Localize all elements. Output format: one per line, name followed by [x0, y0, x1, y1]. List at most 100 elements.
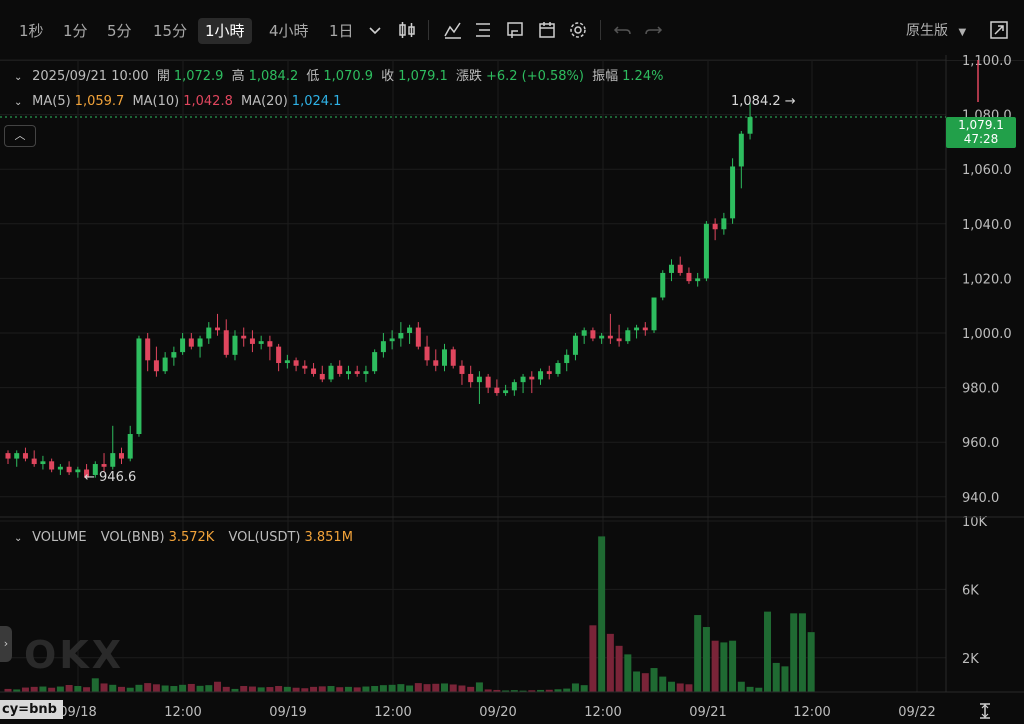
candle-body: [319, 373, 325, 380]
volume-bar: [283, 686, 291, 692]
candle-body: [686, 272, 692, 282]
candle-body: [538, 371, 544, 380]
candle-body: [84, 469, 90, 478]
volume-bar: [729, 640, 737, 692]
candle-body: [40, 461, 46, 465]
vol-bnb-value: 3.572K: [168, 530, 215, 545]
volume-bar: [537, 689, 545, 692]
volume-bar: [388, 684, 396, 692]
okx-watermark: OKX: [24, 633, 125, 677]
candle-body: [206, 327, 212, 339]
volume-bar: [21, 687, 29, 692]
volume-bar: [449, 684, 457, 692]
candle-body: [415, 327, 421, 347]
candle-type-icon[interactable]: [396, 19, 418, 41]
vol-usdt-label: VOL(USDT): [228, 530, 301, 545]
volume-bar: [519, 690, 527, 692]
volume-bar: [772, 662, 780, 692]
undo-icon[interactable]: [612, 19, 634, 41]
candle-body: [232, 335, 238, 355]
candle-body: [660, 272, 666, 298]
candle-body: [241, 335, 247, 339]
candle-body: [468, 373, 474, 383]
chevron-down-icon[interactable]: [364, 19, 386, 41]
collapse-button[interactable]: ︿: [4, 125, 36, 147]
volume-bar: [624, 654, 632, 692]
volume-bar: [344, 686, 352, 692]
current-price-tag: 1,079.1 47:28: [946, 117, 1016, 148]
chevron-down-icon[interactable]: ⌄: [14, 533, 23, 544]
timeframe-15m[interactable]: 15分: [153, 22, 188, 40]
countdown: 47:28: [963, 132, 999, 146]
volume-bar: [659, 676, 667, 692]
volume-bar: [371, 686, 379, 692]
ohlc-date: 2025/09/21 10:00: [32, 69, 149, 84]
volume-bar: [711, 640, 719, 692]
volume-bar: [685, 684, 693, 692]
candle-body: [564, 354, 570, 364]
volume-bar: [781, 666, 789, 692]
candle-body: [31, 458, 37, 465]
vol-tick-label: 10K: [962, 515, 988, 530]
candle-body: [668, 264, 674, 273]
chevron-down-icon[interactable]: ⌄: [14, 97, 23, 108]
amp-label: 振幅: [592, 69, 619, 84]
chevron-down-icon[interactable]: ⌄: [14, 72, 23, 83]
volume-bar: [397, 684, 405, 692]
timeframe-1h[interactable]: 1小時: [198, 18, 252, 44]
toolbar-divider: [428, 20, 429, 40]
candle-body: [442, 349, 447, 366]
expand-icon[interactable]: [988, 19, 1010, 41]
candle-body: [249, 338, 255, 344]
candle-body: [642, 327, 648, 331]
volume-label: VOLUME: [32, 530, 87, 545]
candle-body: [555, 363, 561, 374]
ma5-value: 1,059.7: [74, 94, 125, 109]
gear-icon[interactable]: [567, 19, 589, 41]
candle-body: [590, 330, 596, 339]
volume-info: ⌄ VOLUME VOL(BNB) 3.572K VOL(USDT) 3.851M: [0, 528, 357, 548]
drawing-icon[interactable]: [504, 19, 526, 41]
candle-body: [747, 117, 753, 134]
side-handle[interactable]: ›: [0, 626, 12, 662]
candle-body: [110, 453, 116, 467]
volume-bar: [667, 681, 675, 692]
version-selector[interactable]: 原生版 ▼: [906, 18, 966, 44]
candle-body: [581, 330, 587, 336]
timeframe-4h[interactable]: 4小時: [269, 22, 309, 40]
volume-bar: [406, 685, 414, 692]
candle-body: [153, 360, 159, 372]
candle-body: [284, 360, 290, 364]
candle-body: [118, 453, 124, 459]
low-marker: ← 946.6: [84, 470, 137, 485]
candle-body: [311, 368, 317, 374]
timeframe-1s[interactable]: 1秒: [19, 22, 44, 40]
x-tick-label: 09/22: [898, 705, 935, 720]
indicators-icon[interactable]: [442, 19, 464, 41]
current-price: 1,079.1: [958, 118, 1004, 132]
volume-bar: [240, 686, 248, 692]
volume-bar: [475, 682, 483, 692]
calendar-icon[interactable]: [536, 19, 558, 41]
volume-bar: [327, 686, 335, 692]
volume-bar: [545, 689, 553, 692]
axis-scale-icon[interactable]: [976, 702, 994, 720]
timeframe-1d[interactable]: 1日: [329, 22, 354, 40]
candle-body: [258, 341, 264, 344]
redo-icon[interactable]: [642, 19, 664, 41]
volume-bar: [493, 689, 501, 692]
volume-bar: [353, 687, 361, 692]
candle-body: [433, 360, 439, 366]
volume-bar: [56, 686, 64, 692]
x-tick-label: 09/21: [689, 705, 726, 720]
layout-icon[interactable]: [472, 19, 494, 41]
timeframe-1m[interactable]: 1分: [63, 22, 88, 40]
candle-body: [136, 338, 142, 435]
volume-bar: [571, 683, 579, 692]
timeframe-5m[interactable]: 5分: [107, 22, 132, 40]
volume-bar: [598, 536, 606, 692]
volume-bar: [755, 687, 763, 692]
volume-bar: [126, 687, 134, 692]
volume-bar: [214, 681, 222, 692]
